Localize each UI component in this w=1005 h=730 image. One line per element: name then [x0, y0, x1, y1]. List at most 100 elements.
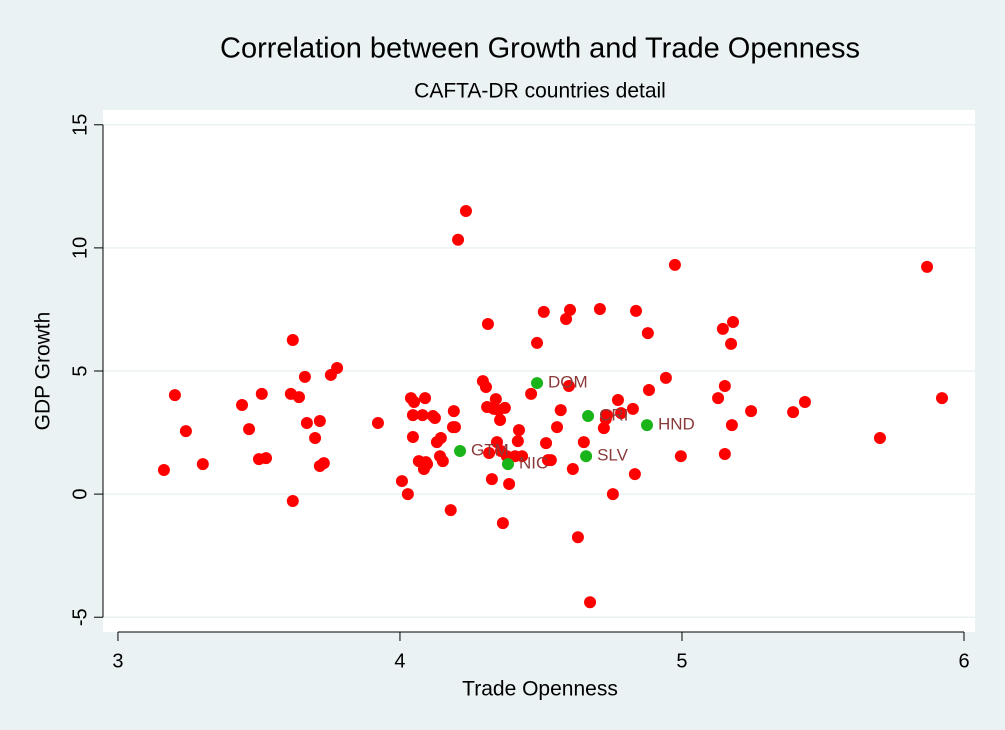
y-tick-label: 0 [69, 489, 91, 500]
point [712, 392, 725, 405]
point [498, 401, 511, 414]
chart-subtitle: CAFTA-DR countries detail [414, 80, 666, 103]
point [582, 410, 595, 423]
point [260, 452, 273, 465]
point [580, 450, 593, 463]
point-label: CRI [599, 406, 628, 425]
point [577, 436, 590, 449]
point [628, 468, 641, 481]
point [179, 425, 192, 438]
point [317, 457, 330, 470]
point [434, 431, 447, 444]
point [454, 445, 467, 458]
point [626, 402, 639, 415]
point [615, 407, 628, 420]
x-axis-label: Trade Openness [462, 678, 618, 701]
point [512, 424, 525, 437]
point [494, 413, 507, 426]
point [725, 419, 738, 432]
point [313, 414, 326, 427]
point [428, 412, 441, 425]
point [459, 204, 472, 217]
point [554, 404, 567, 417]
point [293, 391, 306, 404]
point [531, 377, 544, 390]
point [483, 446, 496, 459]
point [501, 458, 514, 471]
point [564, 303, 577, 316]
x-tick-label: 3 [112, 650, 123, 672]
point [936, 392, 949, 405]
point [243, 423, 256, 436]
point [641, 419, 654, 432]
point [611, 394, 624, 407]
point [489, 393, 502, 406]
x-tick-label: 4 [394, 650, 405, 672]
point [436, 455, 449, 468]
point [401, 488, 414, 501]
point [531, 336, 544, 349]
point [718, 447, 731, 460]
point [421, 458, 434, 471]
point-label: HND [658, 415, 695, 434]
point [674, 450, 687, 463]
point-label: DOM [548, 373, 588, 392]
point [873, 431, 886, 444]
point-label: SLV [597, 446, 629, 465]
point [516, 450, 529, 463]
point [255, 387, 268, 400]
point [606, 488, 619, 501]
point-label: GTM [471, 441, 509, 460]
x-tick-label: 6 [958, 650, 969, 672]
point [668, 258, 681, 271]
point [593, 302, 606, 315]
point [395, 475, 408, 488]
point [540, 437, 553, 450]
point [525, 387, 538, 400]
point [641, 327, 654, 340]
y-tick-label: 15 [69, 114, 91, 136]
point [419, 392, 432, 405]
point [331, 362, 344, 375]
point [406, 409, 419, 422]
point [286, 495, 299, 508]
point [562, 380, 575, 393]
point [745, 405, 758, 418]
point [642, 383, 655, 396]
point [597, 422, 610, 435]
chart-title: Correlation between Growth and Trade Ope… [220, 33, 860, 65]
point [371, 416, 384, 429]
point [447, 405, 460, 418]
point [408, 396, 421, 409]
y-tick-label: 5 [69, 365, 91, 376]
point [479, 381, 492, 394]
y-tick-label: -5 [69, 608, 91, 626]
point [566, 462, 579, 475]
x-tick-label: 5 [676, 650, 687, 672]
y-axis-label: GDP Growth [32, 312, 55, 431]
y-tick-label: 10 [69, 237, 91, 259]
point [787, 406, 800, 419]
point [481, 317, 494, 330]
point [584, 596, 597, 609]
point [286, 333, 299, 346]
point [727, 316, 740, 329]
point [537, 305, 550, 318]
point [718, 380, 731, 393]
point [798, 396, 811, 409]
point [300, 416, 313, 429]
point [485, 473, 498, 486]
point [725, 337, 738, 350]
point [406, 430, 419, 443]
point [444, 504, 457, 517]
point [298, 370, 311, 383]
point [236, 398, 249, 411]
point [659, 371, 672, 384]
point [551, 421, 564, 434]
point [544, 454, 557, 467]
point [452, 233, 465, 246]
point [600, 409, 613, 422]
point [571, 531, 584, 544]
point [630, 304, 643, 317]
